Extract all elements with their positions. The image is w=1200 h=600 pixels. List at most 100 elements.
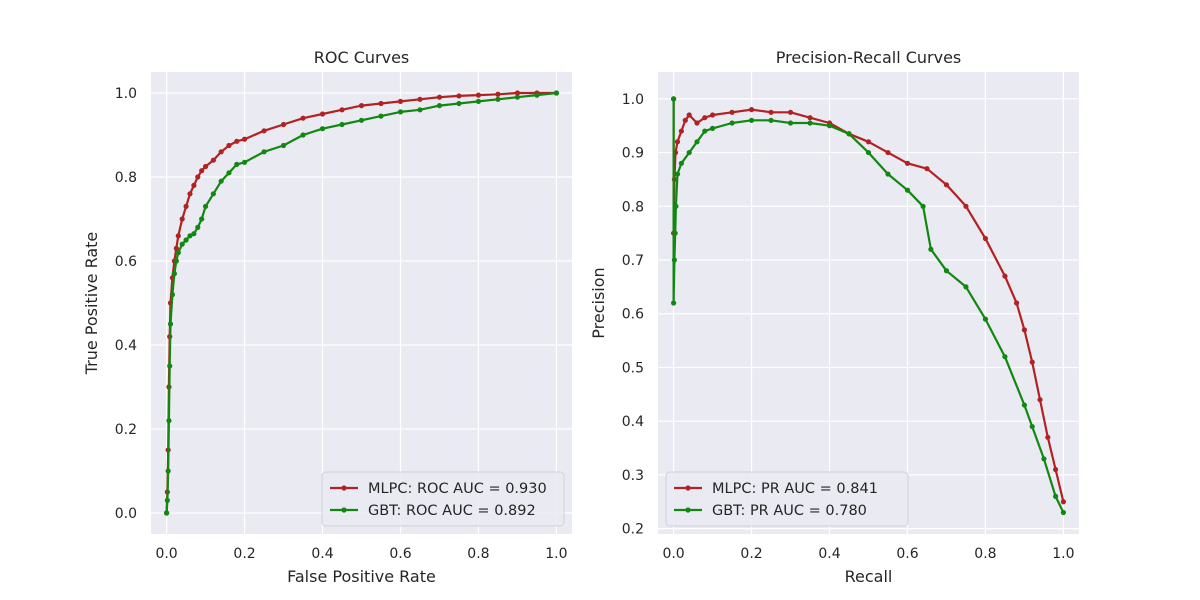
roc-series-1-point-9 <box>175 250 181 256</box>
pr-series-0-point-5 <box>678 128 684 134</box>
pr-series-1-point-19 <box>885 171 891 177</box>
roc-series-0-point-18 <box>218 149 224 155</box>
pr-series-0-point-20 <box>904 160 911 166</box>
roc-series-0-point-19 <box>226 142 232 149</box>
pr-series-1-point-26 <box>1002 354 1008 360</box>
pr-ytick-label-6: 0.8 <box>622 199 644 215</box>
roc-series-1-point-30 <box>417 107 423 113</box>
pr-series-1-point-2 <box>671 257 677 263</box>
pr-series-1-point-13 <box>768 117 774 123</box>
pr-series-0-point-8 <box>694 120 700 126</box>
pr-series-1-point-14 <box>787 120 794 126</box>
roc-series-1-point-34 <box>495 96 501 102</box>
pr-series-0-point-27 <box>1021 327 1028 333</box>
pr-ytick-label-5: 0.7 <box>622 253 644 269</box>
roc-series-0-point-24 <box>300 115 306 121</box>
roc-series-1-point-37 <box>553 90 560 96</box>
roc-series-1-point-19 <box>226 170 232 176</box>
roc-xtick-label-1: 0.2 <box>233 546 255 562</box>
pr-series-1-point-25 <box>982 316 989 322</box>
roc-series-line-1 <box>165 91 558 515</box>
pr-series-0-point-18 <box>865 139 872 145</box>
pr-ytick-label-2: 0.4 <box>622 414 644 430</box>
roc-series-0-point-25 <box>319 111 326 117</box>
roc-xtick-label-2: 0.4 <box>311 546 333 562</box>
pr-series-0-point-25 <box>1002 273 1008 279</box>
pr-legend-marker-0 <box>685 485 691 491</box>
pr-x-axis-label: Recall <box>845 567 893 586</box>
roc-legend-marker-0 <box>341 485 347 491</box>
roc-ytick-label-5: 1.0 <box>115 86 137 102</box>
roc-xtick-label-5: 1.0 <box>545 546 567 562</box>
pr-xtick-label-2: 0.4 <box>818 546 840 562</box>
roc-ytick-label-4: 0.8 <box>115 170 137 186</box>
roc-series-0-point-14 <box>195 174 201 180</box>
roc-series-0-point-8 <box>173 245 179 251</box>
roc-legend-label-0: MLPC: ROC AUC = 0.930 <box>368 481 547 497</box>
pr-series-1-point-5 <box>674 171 681 177</box>
roc-series-1-point-2 <box>165 468 171 474</box>
pr-ytick-label-7: 0.9 <box>622 146 644 162</box>
roc-series-1-point-28 <box>378 113 384 119</box>
roc-series-1-point-23 <box>280 142 287 149</box>
roc-series-0-point-28 <box>378 100 384 107</box>
roc-series-1-point-15 <box>199 216 205 222</box>
roc-series-0-point-23 <box>280 121 287 128</box>
roc-series-1-point-20 <box>234 161 240 167</box>
roc-series-0-point-30 <box>417 96 423 102</box>
pr-series-0-point-12 <box>748 107 755 113</box>
pr-series-1-point-28 <box>1029 423 1035 430</box>
pr-xtick-label-1: 0.2 <box>740 546 762 562</box>
pr-plot-area <box>658 72 1079 534</box>
roc-ytick-label-1: 0.2 <box>115 422 137 438</box>
pr-series-1-point-7 <box>686 149 692 156</box>
roc-series-0-point-16 <box>202 163 209 170</box>
roc-series-0-point-10 <box>179 216 185 222</box>
roc-ytick-label-3: 0.6 <box>115 254 137 270</box>
pr-series-0-point-13 <box>768 109 774 115</box>
roc-series-1-point-0 <box>163 510 170 516</box>
pr-legend-label-0: MLPC: PR AUC = 0.841 <box>712 481 878 497</box>
pr-ytick-label-4: 0.6 <box>622 307 644 323</box>
pr-series-0-point-19 <box>885 149 891 156</box>
roc-x-axis-label: False Positive Rate <box>287 567 436 586</box>
roc-series-0-point-22 <box>261 128 267 134</box>
pr-series-0-point-10 <box>709 112 716 118</box>
roc-ytick-label-2: 0.4 <box>115 338 137 354</box>
pr-series-0-point-28 <box>1029 359 1035 365</box>
pr-series-1-point-24 <box>963 284 969 290</box>
pr-series-1-point-8 <box>694 139 700 145</box>
pr-series-0-point-14 <box>787 109 794 115</box>
roc-series-1-point-16 <box>202 203 209 209</box>
pr-series-0-point-7 <box>686 112 692 118</box>
pr-series-1-point-3 <box>672 230 678 236</box>
roc-plot-area <box>151 72 572 534</box>
pr-ytick-label-3: 0.5 <box>622 360 644 376</box>
roc-series-1-point-4 <box>167 363 173 369</box>
pr-series-0-point-6 <box>682 117 688 123</box>
roc-series-0-point-26 <box>339 107 345 113</box>
roc-series-1-point-29 <box>397 109 404 115</box>
roc-xtick-label-4: 0.8 <box>467 546 489 562</box>
pr-series-0-point-24 <box>982 235 989 242</box>
roc-ytick-label-0: 0.0 <box>115 506 137 522</box>
pr-xtick-label-3: 0.6 <box>896 546 918 562</box>
roc-legend-label-1: GBT: ROC AUC = 0.892 <box>368 503 536 519</box>
roc-series-0-point-33 <box>475 92 482 98</box>
pr-series-0-point-30 <box>1045 434 1051 440</box>
pr-series-1-point-27 <box>1021 402 1028 408</box>
roc-series-1-point-25 <box>319 126 326 132</box>
roc-series-0-point-32 <box>456 93 462 99</box>
pr-series-1-point-20 <box>904 187 911 193</box>
roc-series-0-point-15 <box>199 168 205 174</box>
pr-xtick-label-5: 1.0 <box>1052 546 1074 562</box>
roc-series-1-point-24 <box>300 132 306 138</box>
roc-series-1-point-14 <box>195 224 201 230</box>
roc-chart: 0.0 0.2 0.4 0.6 0.8 1.0 0.0 0.2 0.4 0.6 0.8 1.0 ROC … <box>82 48 572 586</box>
roc-series-1-point-21 <box>241 159 248 165</box>
pr-series-1-point-0 <box>670 96 677 102</box>
roc-series-1-point-17 <box>210 191 216 197</box>
pr-y-axis-label: Precision <box>589 267 608 338</box>
pr-legend-marker-1 <box>685 507 691 513</box>
